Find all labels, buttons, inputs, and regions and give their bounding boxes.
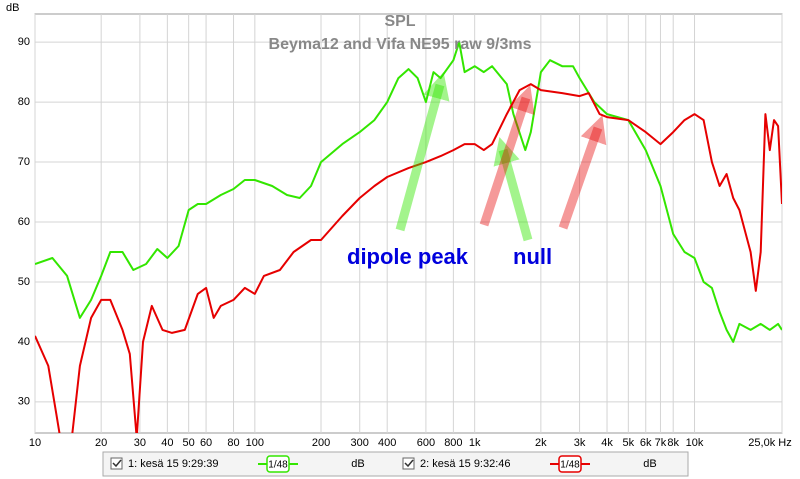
legend: [102, 451, 689, 477]
legend-smoothing-box: [558, 455, 582, 473]
arrow: [493, 136, 533, 242]
legend-smoothing: 1/48: [268, 460, 288, 471]
legend-unit: dB: [643, 458, 656, 470]
legend-smoothing-box: [266, 455, 290, 473]
chart-subtitle: Beyma12 and Vifa NE95 raw 9/3ms: [269, 36, 532, 53]
legend-unit: dB: [351, 458, 364, 470]
x-tick-label: 3k: [574, 437, 586, 449]
plot-area: [34, 13, 783, 434]
x-tick-label: 800: [444, 437, 462, 449]
grid: [34, 14, 783, 433]
x-tick-label: 400: [378, 437, 396, 449]
legend-check: [404, 459, 414, 468]
x-tick-label: 2k: [535, 437, 547, 449]
x-tick-label: 20: [95, 437, 107, 449]
legend-label: 1: kesä 15 9:29:39: [128, 458, 219, 470]
x-tick-label: 40: [161, 437, 173, 449]
y-tick-label: 80: [18, 96, 30, 108]
arrows: [395, 71, 607, 242]
x-tick-label: 10k: [686, 437, 704, 449]
arrow: [395, 71, 450, 232]
x-tick-label: 5k: [623, 437, 635, 449]
x-tick-label: 100: [246, 437, 264, 449]
legend-checkbox: [402, 457, 415, 470]
x-tick-label: 6k: [640, 437, 652, 449]
x-tick-label: 600: [417, 437, 435, 449]
x-tick-label: 80: [227, 437, 239, 449]
x-tick-label: 4k: [601, 437, 613, 449]
x-tick-label: 7k: [655, 437, 667, 449]
x-tick-label: 1k: [469, 437, 481, 449]
x-tick-label: 10: [29, 437, 41, 449]
legend-check: [112, 459, 122, 468]
y-tick-label: 70: [18, 156, 30, 168]
series-line: [35, 83, 782, 433]
x-tick-label: 200: [312, 437, 330, 449]
legend-label: 2: kesä 15 9:32:46: [420, 458, 511, 470]
y-tick-label: 30: [18, 396, 30, 408]
x-tick-label: 60: [200, 437, 212, 449]
annotation: dipole peak: [347, 244, 469, 269]
x-tick-label: 8k: [667, 437, 679, 449]
arrow: [558, 115, 607, 230]
legend-smoothing: 1/48: [560, 460, 580, 471]
y-tick-label: 50: [18, 276, 30, 288]
y-axis-label: dB: [6, 2, 19, 14]
y-tick-label: 90: [18, 36, 30, 48]
y-tick-label: 60: [18, 216, 30, 228]
y-tick-label: 40: [18, 336, 30, 348]
x-tick-label: 300: [351, 437, 369, 449]
chart-title: SPL: [384, 13, 415, 30]
legend-checkbox: [110, 457, 123, 470]
x-tick-label: 50: [183, 437, 195, 449]
annotation: null: [513, 244, 552, 269]
arrow: [479, 85, 535, 227]
x-tick-label: 30: [134, 437, 146, 449]
x-tick-label: 25,0k Hz: [748, 437, 791, 449]
